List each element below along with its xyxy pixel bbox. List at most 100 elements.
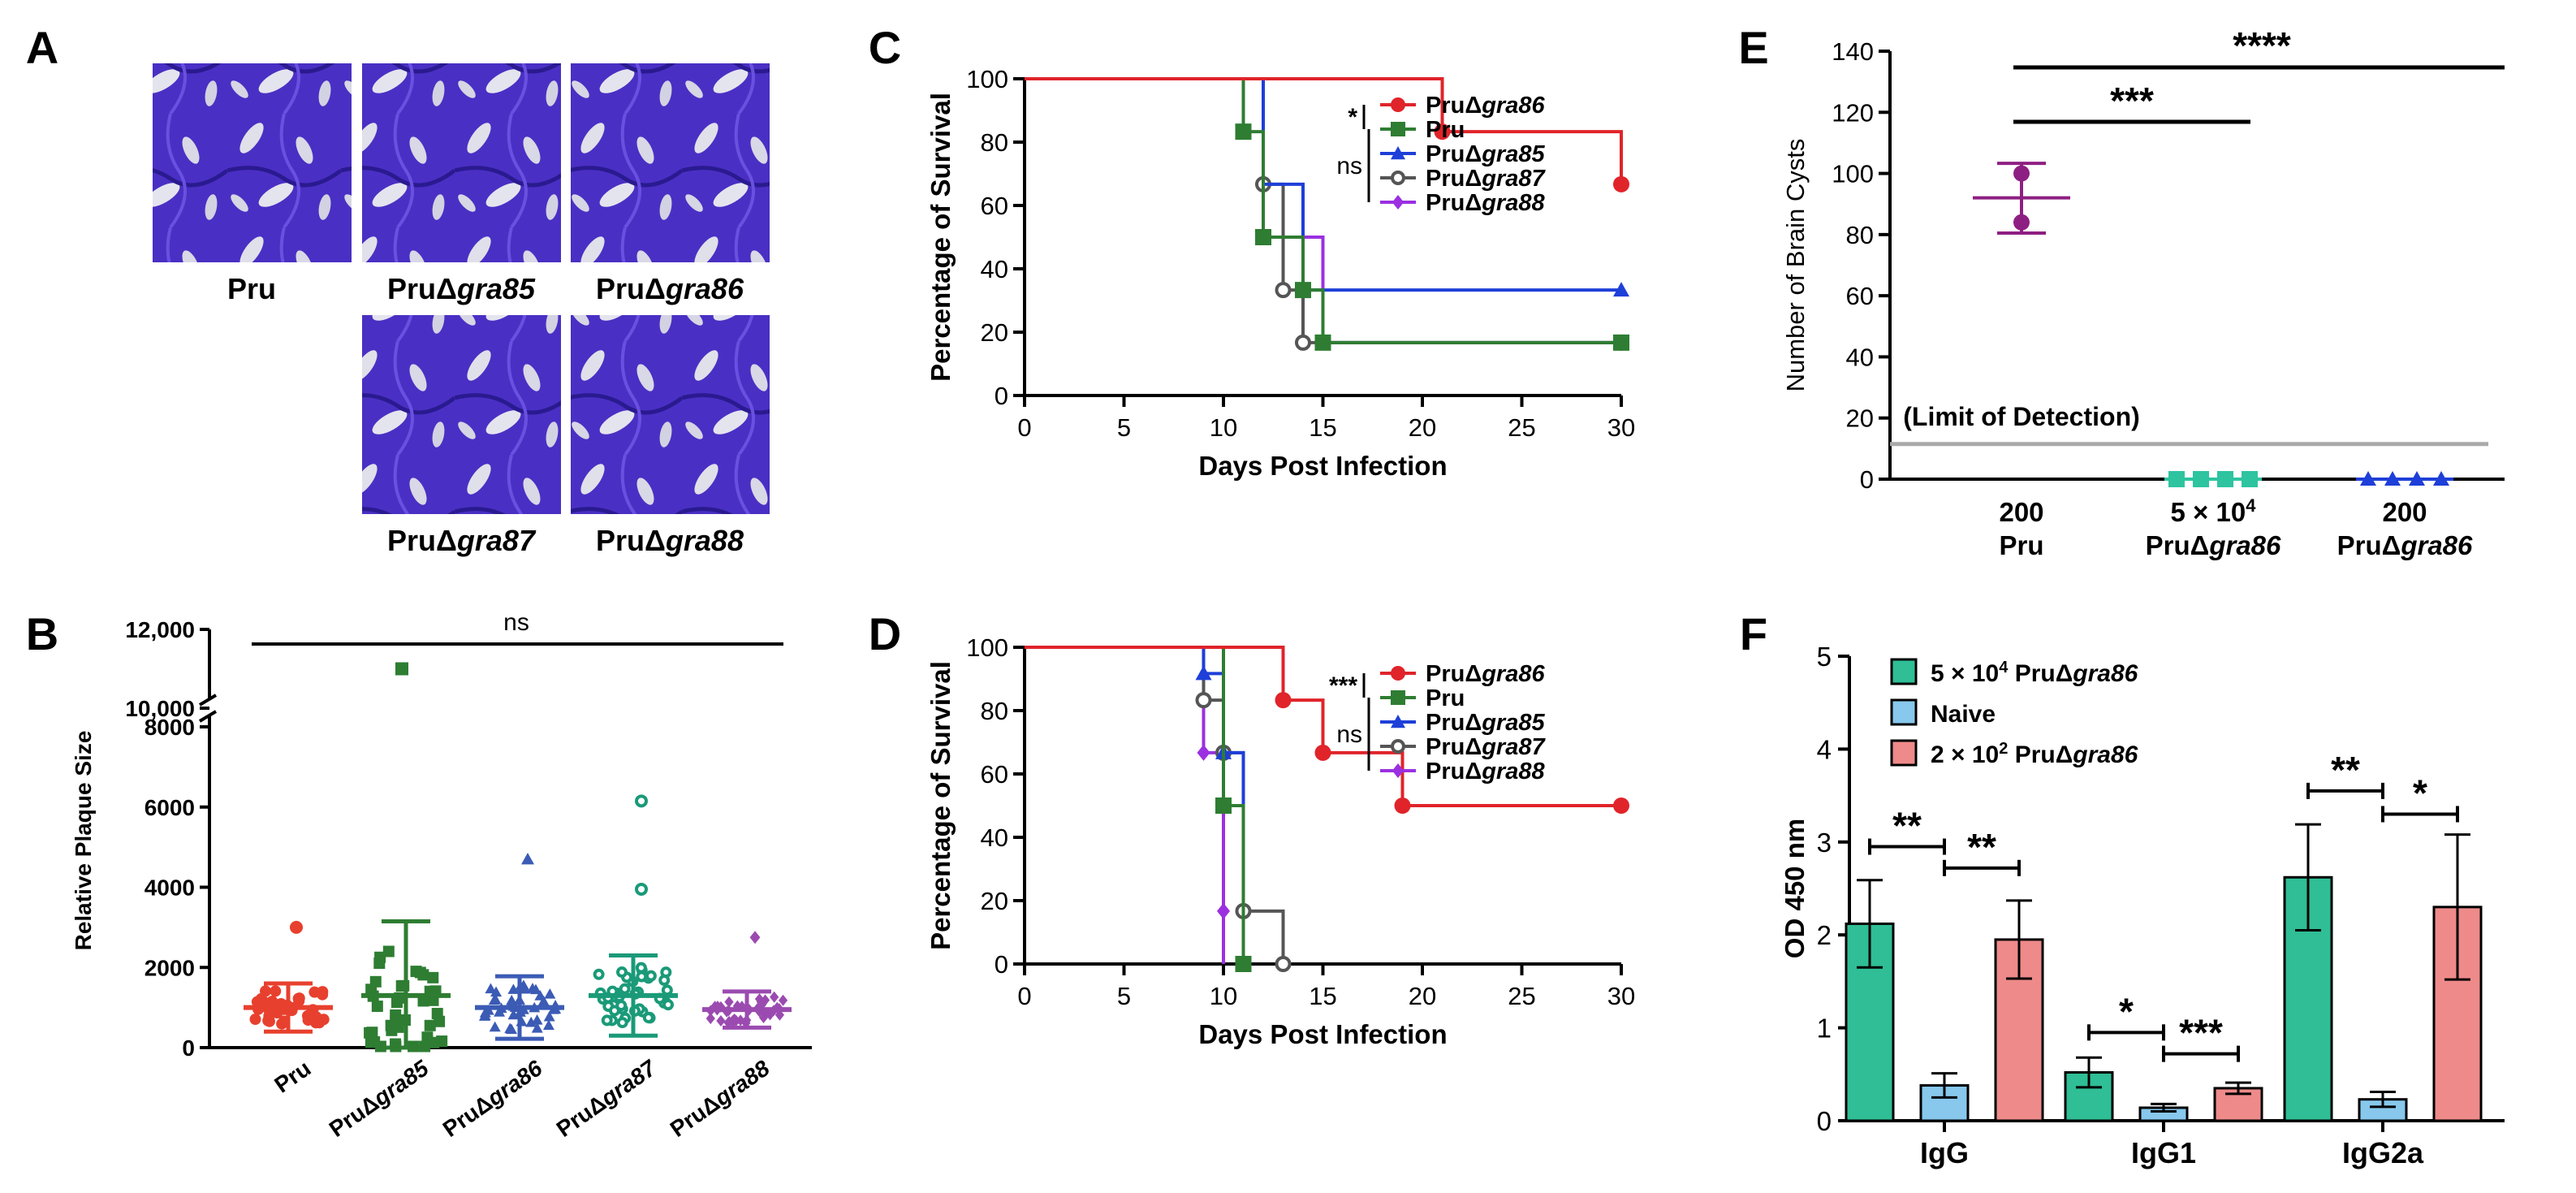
significance-label: ns <box>1336 153 1362 179</box>
survival-marker-gra86 <box>1613 175 1629 192</box>
data-point <box>494 1006 506 1017</box>
data-point <box>249 1014 261 1026</box>
data-point <box>417 995 429 1007</box>
y-tick-label: 4 <box>1817 734 1832 764</box>
label-gene: gra87 <box>1481 166 1546 192</box>
data-point <box>386 1024 398 1036</box>
survival-marker-gra87 <box>1195 692 1212 709</box>
legend-label-f_vacc: 5 × 104 PruΔgra86 <box>1931 659 2138 687</box>
x-group-strain: PruΔgra86 <box>2146 530 2281 560</box>
label-prefix: PruΔ <box>596 272 666 305</box>
survival-marker-pru <box>1235 956 1252 972</box>
label-gene: gra87 <box>596 1055 662 1112</box>
x-tick-label: 5 <box>1117 982 1131 1010</box>
plaque-image <box>153 63 352 262</box>
data-point <box>2217 471 2233 487</box>
survival-marker-gra86 <box>1394 797 1411 814</box>
y-tick-label: 0 <box>1817 1106 1832 1136</box>
panel-letter-a: A <box>26 22 58 73</box>
y-tick-label: 0 <box>995 950 1008 979</box>
legend-exponent: 4 <box>1999 659 2009 676</box>
y-axis-label: Percentage of Survival <box>926 93 956 382</box>
y-tick-label: 140 <box>1832 37 1874 66</box>
label-gene: gra88 <box>665 524 744 557</box>
data-point <box>490 993 502 1005</box>
significance-label: ** <box>1892 805 1922 847</box>
y-tick-label: 40 <box>981 255 1008 283</box>
data-point <box>658 975 671 987</box>
label-gene: gra85 <box>1481 141 1545 167</box>
data-point <box>534 990 546 1001</box>
significance-label: * <box>2119 990 2134 1032</box>
legend-text: Naive <box>1931 701 1996 728</box>
data-point <box>292 992 304 1005</box>
data-point <box>636 970 648 983</box>
panel-letter-c: C <box>869 22 901 73</box>
survival-marker-gra86 <box>1275 692 1292 709</box>
x-category-label: PruΔgra85 <box>325 1055 434 1142</box>
survival-line-gra86 <box>1025 646 1621 807</box>
y-tick-label: 120 <box>1832 98 1874 127</box>
data-point <box>531 1014 543 1025</box>
significance-label: * <box>2413 772 2427 814</box>
panel-d-survival-chart: 0 20 40 60 80 100 0 5 10 15 20 25 30 Days Post Infect… <box>926 633 1635 1049</box>
legend-label-gra86: PruΔgra86 <box>1426 93 1545 119</box>
data-point <box>756 996 766 1008</box>
legend-label-gra88: PruΔgra88 <box>1426 190 1545 216</box>
x-group-dose: 5 × 104 <box>2171 495 2257 528</box>
dose-exponent: 4 <box>2246 495 2256 516</box>
data-point <box>371 1001 383 1013</box>
legend-label-pru: Pru <box>1426 117 1465 143</box>
survival-marker-gra88 <box>1217 902 1230 919</box>
x-group-strain: Pru <box>1999 530 2043 560</box>
plaque-image-label: PruΔgra88 <box>596 524 744 557</box>
survival-marker-gra87 <box>1275 956 1292 972</box>
survival-marker-gra85 <box>1195 665 1212 681</box>
x-axis-label: Days Post Infection <box>1198 1019 1447 1049</box>
data-point <box>427 971 439 983</box>
legend-marker-gra86 <box>1391 666 1405 681</box>
axis-break <box>198 694 218 707</box>
legend-marker-gra87 <box>1391 171 1405 185</box>
data-point <box>270 985 282 997</box>
data-point <box>616 1017 628 1029</box>
dose-text: 200 <box>2382 497 2427 527</box>
x-tick-label: 0 <box>1017 982 1031 1010</box>
significance-label: ns <box>503 609 529 636</box>
y-tick-label: 0 <box>1860 465 1874 494</box>
axis-break <box>198 710 218 723</box>
label-prefix: PruΔ <box>1426 141 1482 167</box>
y-tick-label: 2000 <box>145 955 195 980</box>
legend-label-pru: Pru <box>1426 685 1465 711</box>
label-prefix: Pru <box>227 272 276 305</box>
x-axis-label: Days Post Infection <box>1198 451 1447 481</box>
x-tick-label: 15 <box>1309 413 1336 442</box>
data-point <box>778 994 788 1006</box>
label-gene: gra87 <box>456 524 537 557</box>
data-point <box>301 1009 313 1022</box>
label-gene: gra86 <box>2400 530 2473 560</box>
legend-text: 2 × 10 <box>1931 741 1999 768</box>
x-tick-label: 30 <box>1607 982 1635 1010</box>
survival-line-gra88 <box>1025 646 1225 964</box>
y-tick-label: 80 <box>981 128 1008 157</box>
y-tick-label: 6000 <box>145 795 195 820</box>
survival-marker-gra86 <box>1314 744 1331 761</box>
outlier-point <box>749 931 761 944</box>
y-tick-label: 40 <box>981 823 1008 852</box>
y-tick-label: 8000 <box>145 715 195 740</box>
survival-marker-pru <box>1295 282 1311 299</box>
limit-of-detection-label: (Limit of Detection) <box>1903 402 2140 431</box>
x-category-label: IgG1 <box>2131 1136 2196 1169</box>
legend-label-f_low: 2 × 102 PruΔgra86 <box>1931 740 2138 768</box>
data-point <box>593 968 605 980</box>
x-category-label: IgG2a <box>2342 1136 2424 1169</box>
y-tick-label: 1 <box>1817 1014 1832 1044</box>
label-gene: gra88 <box>1481 759 1545 785</box>
legend-marker-gra85 <box>1391 715 1405 728</box>
panel-letters: A B C D E F <box>26 22 1769 659</box>
dose-text: 5 × 10 <box>2171 497 2246 527</box>
y-tick-label: 80 <box>981 697 1008 725</box>
